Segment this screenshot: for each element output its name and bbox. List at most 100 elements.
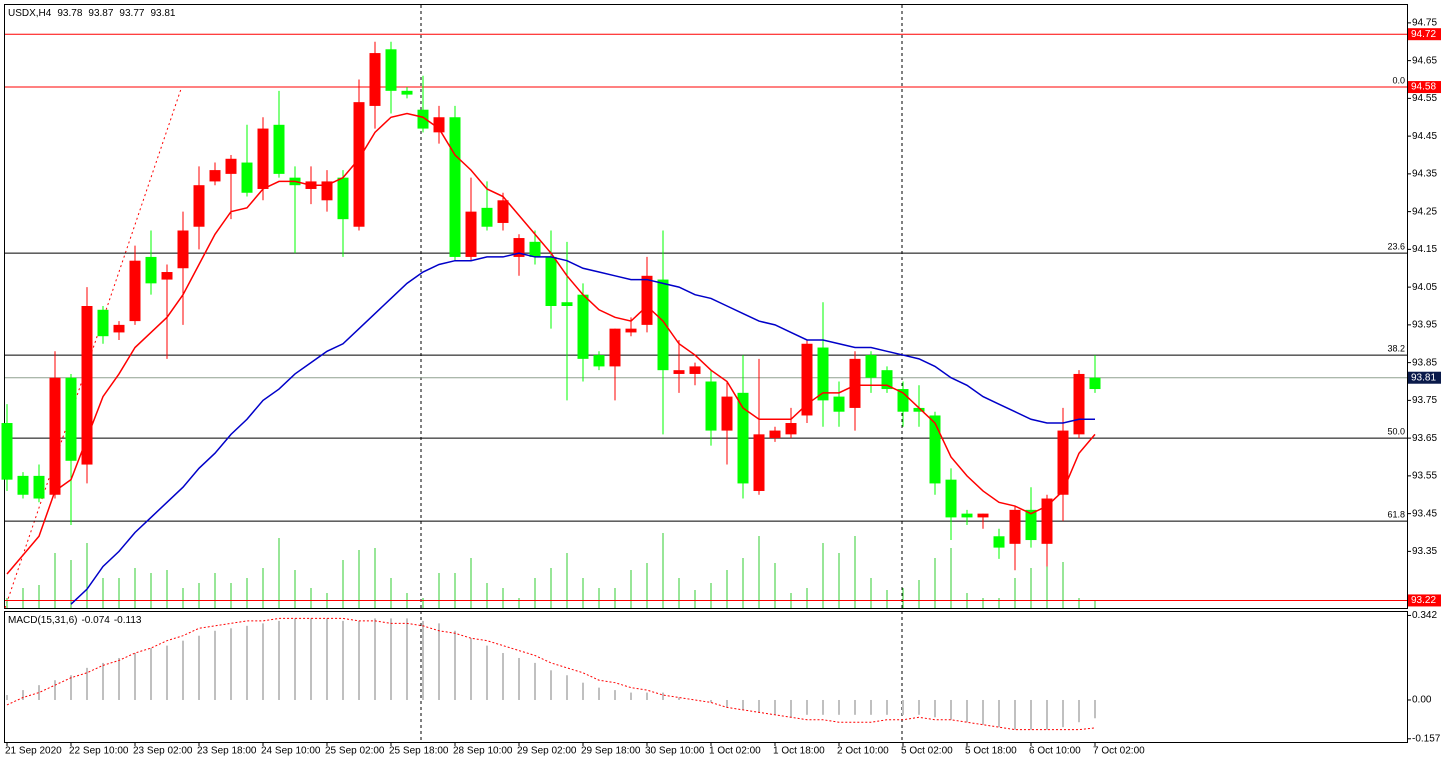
y-tick-label: 0.342 [1412, 610, 1437, 621]
y-tick-label: 94.35 [1412, 169, 1437, 180]
header-close: 93.81 [150, 8, 175, 19]
candle-body [593, 355, 605, 367]
candle-body [17, 475, 29, 495]
candle-body [801, 343, 813, 416]
price-level-label: 94.58 [1411, 82, 1436, 93]
candle-body [369, 53, 381, 106]
candle-body [97, 309, 109, 337]
candle-body [1025, 509, 1037, 541]
symbol: USDX,H4 [8, 8, 52, 19]
candle-body [561, 302, 573, 306]
candle-body [961, 513, 973, 518]
fib-label: 23.6 [1387, 242, 1405, 252]
candle-body [913, 407, 925, 412]
candle-body [945, 479, 957, 518]
candle-body [433, 117, 445, 133]
candle-body [449, 117, 461, 257]
y-tick-label: 94.15 [1412, 244, 1437, 255]
y-tick-label: 94.45 [1412, 131, 1437, 142]
candle-body [609, 328, 621, 367]
candle-body [385, 49, 397, 91]
candle-body [817, 347, 829, 401]
y-tick-label: -0.157 [1412, 733, 1441, 744]
header-low: 93.77 [119, 8, 144, 19]
candle-body [49, 377, 61, 495]
fib-label: 38.2 [1387, 343, 1405, 353]
y-tick-label: 93.35 [1412, 546, 1437, 557]
macd-signal [6, 617, 1096, 731]
candle-body [769, 430, 781, 439]
candle-body [753, 434, 765, 491]
y-tick-label: 93.45 [1412, 508, 1437, 519]
candle-body [1, 423, 13, 480]
candle-body [929, 415, 941, 484]
candle-body [225, 158, 237, 174]
candle-body [161, 272, 173, 280]
price-level-label: 93.22 [1411, 595, 1436, 606]
price-level-label: 94.72 [1411, 29, 1436, 40]
candle-body [81, 306, 93, 465]
candle-body [209, 170, 221, 182]
candle-body [881, 370, 893, 390]
header-bg [6, 6, 166, 19]
x-tick-label: 21 Sep 2020 [5, 746, 62, 757]
header-open: 93.78 [57, 8, 82, 19]
x-tick-label: 24 Sep 10:00 [261, 746, 321, 757]
candle-body [1041, 498, 1053, 544]
x-tick-label: 1 Oct 02:00 [709, 746, 761, 757]
candle-body [865, 355, 877, 378]
candle-body [1009, 509, 1021, 544]
candle-body [465, 211, 477, 257]
x-tick-label: 6 Oct 10:00 [1029, 746, 1081, 757]
x-tick-label: 28 Sep 10:00 [453, 746, 513, 757]
x-tick-label: 23 Sep 18:00 [197, 746, 257, 757]
candle-body [1073, 373, 1085, 435]
candle-body [353, 102, 365, 227]
chart-header: USDX,H4 93.78 93.87 93.77 93.81 [8, 8, 176, 19]
price-level-tag [1408, 28, 1441, 41]
candle-body [497, 200, 509, 223]
price-level-tag [1408, 81, 1441, 94]
y-tick-label: 94.55 [1412, 93, 1437, 104]
x-tick-label: 23 Sep 02:00 [133, 746, 193, 757]
y-tick-label: 94.25 [1412, 206, 1437, 217]
x-tick-label: 5 Oct 02:00 [901, 746, 953, 757]
candle-body [625, 328, 637, 333]
candle-body [673, 370, 685, 374]
candle-body [193, 185, 205, 227]
moving-average [6, 112, 1096, 575]
candle-body [785, 423, 797, 435]
bid-label: 93.81 [1411, 372, 1436, 383]
x-tick-label: 1 Oct 18:00 [773, 746, 825, 757]
candle-body [321, 181, 333, 201]
candle-body [129, 260, 141, 322]
y-tick-label: 93.85 [1412, 357, 1437, 368]
candle-body [145, 256, 157, 284]
main-panel [4, 4, 1408, 609]
y-tick-label: 0.00 [1412, 695, 1432, 706]
candle-body [849, 358, 861, 408]
bid-tag [1408, 371, 1441, 384]
candle-body [257, 128, 269, 189]
candle-body [337, 177, 349, 220]
candle-body [113, 324, 125, 333]
candle-body [513, 238, 525, 257]
macd-value: -0.074 [81, 615, 110, 626]
macd-panel [4, 611, 1408, 743]
moving-average [70, 252, 1095, 605]
x-tick-label: 25 Sep 18:00 [389, 746, 449, 757]
x-tick-label: 2 Oct 10:00 [837, 746, 889, 757]
candle-body [993, 536, 1005, 548]
candle-body [241, 162, 253, 193]
candle-body [737, 392, 749, 484]
x-tick-label: 7 Oct 02:00 [1093, 746, 1145, 757]
fib-label: 50.0 [1387, 427, 1405, 437]
candle-body [705, 381, 717, 431]
candle-body [721, 396, 733, 431]
candle-body [65, 377, 77, 461]
x-tick-label: 25 Sep 02:00 [325, 746, 385, 757]
x-tick-label: 30 Sep 10:00 [645, 746, 705, 757]
candle-body [689, 366, 701, 374]
candle-body [977, 513, 989, 518]
candle-body [545, 256, 557, 306]
